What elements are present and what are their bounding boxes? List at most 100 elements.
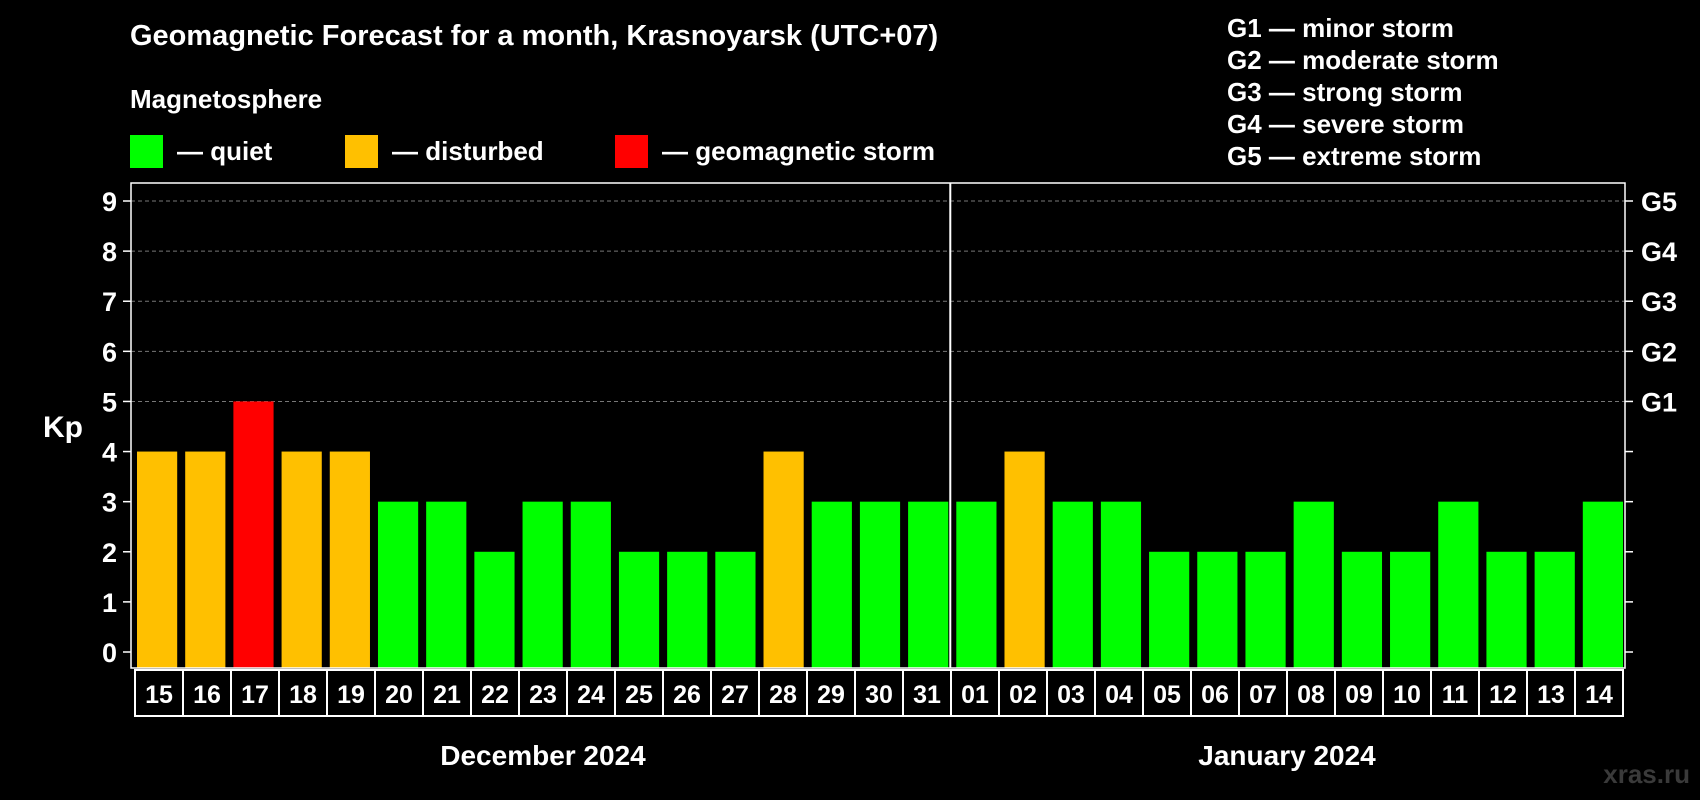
bar [1197,551,1238,668]
date-label: 15 [145,681,173,709]
y-axis-label: Kp [43,411,83,444]
bar [1534,551,1575,668]
legend-heading: Magnetosphere [130,84,323,114]
date-label: 23 [529,681,557,709]
legend-label-disturbed: — disturbed [392,136,544,166]
date-label: 10 [1393,681,1421,709]
date-label: 27 [721,681,749,709]
legend-label-quiet: — quiet [177,136,273,166]
bar [667,551,708,668]
bar [618,551,660,668]
bar [1390,551,1431,668]
date-label: 22 [481,681,509,709]
date-label: 26 [673,681,701,709]
storm-scale-g3: G3 — strong storm [1227,77,1463,107]
storm-scale-g1: G1 — minor storm [1227,13,1454,43]
g-level-label: G1 [1641,387,1677,417]
bar [329,451,370,668]
date-label: 16 [193,681,221,709]
date-label: 06 [1201,681,1229,709]
date-row-frame [134,669,1624,717]
chart-title: Geomagnetic Forecast for a month, Krasno… [130,20,939,52]
date-label: 30 [865,681,893,709]
legend-label-storm: — geomagnetic storm [662,136,936,166]
bar [522,501,563,668]
y-tick-label: 5 [102,387,117,417]
bar [811,501,852,668]
date-label: 13 [1537,681,1565,709]
date-label: 25 [625,681,653,709]
bar [1004,451,1045,668]
g-level-label: G2 [1641,337,1677,367]
date-label: 14 [1585,681,1613,709]
y-tick-label: 2 [102,538,117,568]
y-tick-label: 8 [102,237,117,267]
date-label: 08 [1297,681,1325,709]
date-label: 29 [817,681,845,709]
date-label: 04 [1105,681,1133,709]
date-label: 24 [577,681,605,709]
date-label: 05 [1153,681,1181,709]
date-label: 02 [1009,681,1037,709]
bar [426,501,467,668]
bar [1100,501,1142,668]
bar [233,401,274,668]
legend-item-storm: — geomagnetic storm [615,135,935,168]
month-label: January 2024 [1198,740,1376,771]
bar [859,501,901,668]
storm-scale-list: G1 — minor storm G2 — moderate storm G3 … [1227,12,1499,172]
y-tick-label: 9 [102,187,117,217]
bar [1293,501,1334,668]
bar [377,501,419,668]
month-label: December 2024 [440,740,646,771]
bar [281,451,322,668]
bar [908,501,949,668]
legend-item-quiet: — quiet [130,135,272,168]
legend-swatch-storm [615,135,648,168]
y-tick-label: 4 [102,438,117,468]
legend-swatch-disturbed [345,135,378,168]
y-tick-label: 0 [102,638,117,668]
bar [1245,551,1286,668]
legend-swatch-quiet [130,135,163,168]
bar [1052,501,1093,668]
bar [570,501,611,668]
storm-scale-g5: G5 — extreme storm [1227,141,1482,171]
y-tick-label: 1 [102,588,117,618]
y-tick-label: 6 [102,337,117,367]
bar [1341,551,1383,668]
g-level-label: G5 [1641,187,1677,217]
date-label: 18 [289,681,317,709]
date-label: 31 [913,681,941,709]
date-label: 01 [961,681,989,709]
bar [474,551,515,668]
bar [137,451,178,668]
bar [715,551,756,668]
bar [956,501,997,668]
g-level-label: G3 [1641,287,1677,317]
legend-item-disturbed: — disturbed [345,135,544,168]
y-tick-label: 3 [102,488,117,518]
bar [1149,551,1190,668]
date-label: 28 [769,681,797,709]
bar [1582,501,1623,668]
bar [1486,551,1527,668]
y-tick-label: 7 [102,287,117,317]
plot-frame [130,182,1626,669]
storm-scale-g4: G4 — severe storm [1227,109,1465,139]
date-label: 12 [1489,681,1517,709]
date-label: 03 [1057,681,1085,709]
date-label: 09 [1345,681,1373,709]
watermark: xras.ru [1603,759,1690,789]
date-label: 17 [241,681,269,709]
date-label: 20 [385,681,413,709]
g-level-label: G4 [1641,237,1677,267]
bar [185,451,226,668]
date-label: 07 [1249,681,1277,709]
bar [763,451,804,668]
date-label: 21 [433,681,461,709]
date-label: 11 [1442,681,1469,709]
storm-scale-g2: G2 — moderate storm [1227,45,1499,75]
date-label: 19 [337,681,365,709]
